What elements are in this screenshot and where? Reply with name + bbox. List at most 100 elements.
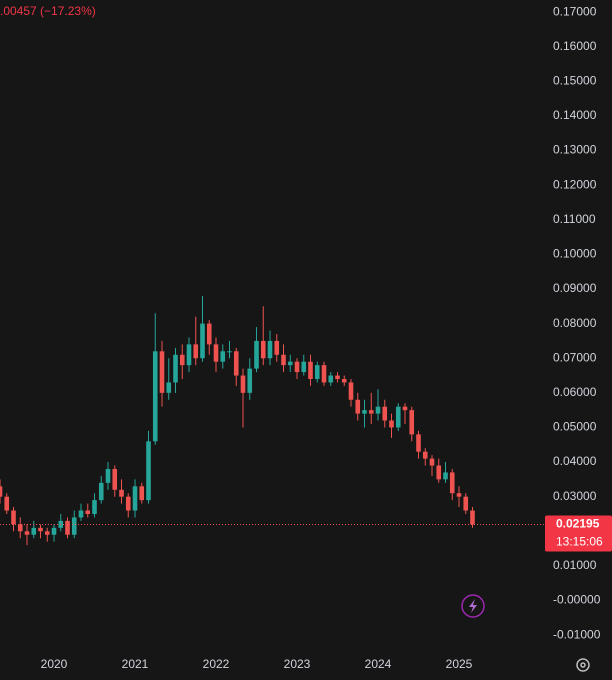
candle-body [65,520,70,535]
candle-body [254,340,259,369]
candle-body [227,351,232,353]
y-tick-label: 0.07000 [553,350,597,364]
candle-body [146,441,151,501]
candle-body [119,489,124,497]
candle-body [348,382,354,400]
candle-body [152,351,158,442]
candle-body [85,510,91,514]
x-tick-label: 2025 [446,657,473,671]
candle-body [301,361,307,373]
candle-body [112,468,118,490]
candle-body [98,482,104,501]
price-label: 0.02195 [556,517,600,531]
candle-body [4,496,10,511]
candle-body [341,378,347,383]
candle-body [24,531,30,535]
y-tick-label: 0.06000 [553,385,597,399]
settings-button[interactable] [576,658,590,672]
y-tick-label: 0.14000 [553,108,597,122]
y-tick-label: -0.01000 [553,627,601,641]
candle-body [78,510,84,518]
candle-body [139,486,145,501]
candle-body [267,340,273,359]
candle-body [287,361,293,366]
candle-body [166,382,172,393]
candle-body [51,527,57,535]
candle-body [193,344,199,359]
candle-body [274,340,280,355]
candle-body [429,458,435,466]
candle-body [240,375,246,393]
candle-body [31,527,37,535]
candle-body [362,410,367,414]
candle-body [402,406,408,411]
candle-body [449,472,455,494]
y-tick-label: 0.10000 [553,247,597,261]
candle-body [355,399,361,414]
candle-body [321,365,327,383]
candle-body [186,344,192,366]
candle-body [443,472,448,480]
candle-body [247,368,253,393]
candle-body [44,531,50,535]
y-tick-label: 0.12000 [553,177,597,191]
candle-body [92,500,97,514]
y-tick-label: 0.17000 [553,4,597,18]
candle-body [395,406,401,428]
candle-body [436,465,442,480]
x-tick-label: 2023 [284,657,311,671]
y-tick-label: 0.09000 [553,281,597,295]
candle-body [0,486,3,497]
y-tick-label: -0.00000 [553,593,601,607]
y-tick-label: 0.01000 [553,558,597,572]
candle-body [206,323,212,345]
candle-body [456,493,462,497]
price-label-box [545,515,612,552]
candle-body [368,410,374,414]
candle-body [260,340,266,359]
candle-body [159,351,165,393]
candle-body [213,344,219,362]
candle-body [200,323,205,359]
x-tick-label: 2022 [203,657,230,671]
y-tick-label: 0.08000 [553,316,597,330]
candle-body [328,375,334,383]
y-tick-label: 0.11000 [553,212,596,226]
change-label: .00457 (−17.23%) [0,4,96,18]
candle-body [132,486,138,511]
candle-body [314,365,320,379]
x-tick-label: 2021 [122,657,149,671]
candle-body [281,354,286,366]
candle-body [375,406,381,414]
y-tick-label: 0.03000 [553,489,597,503]
candle-body [11,510,16,525]
y-tick-label: 0.15000 [553,74,597,88]
candle-body [220,351,226,362]
candle-body [179,354,185,366]
countdown-label: 13:15:06 [556,535,603,549]
lightning-button[interactable] [461,594,485,618]
candle-body [382,406,388,421]
x-tick-label: 2020 [41,657,68,671]
candle-body [173,354,178,383]
y-tick-label: 0.16000 [553,39,597,53]
candle-body [38,527,43,532]
candle-body [335,375,340,379]
candle-body [409,410,415,435]
candle-body [463,496,469,511]
candle-body [422,451,428,459]
candle-body [308,361,313,379]
candle-body [71,517,77,535]
candle-body [389,420,394,428]
x-tick-label: 2024 [365,657,392,671]
candle-body [416,434,421,452]
candle-body [470,510,475,525]
candle-body [17,524,23,532]
candle-body [105,468,111,483]
y-tick-label: 0.13000 [553,143,597,157]
candle-body [233,351,239,376]
y-tick-label: 0.05000 [553,420,597,434]
candle-body [125,496,131,511]
